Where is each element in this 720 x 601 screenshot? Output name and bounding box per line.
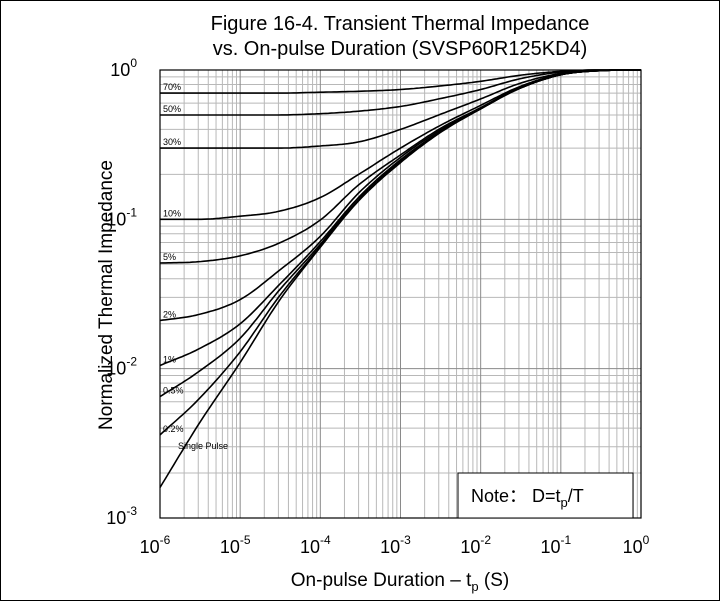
y-axis-label: Normalized Thermal Impedance: [96, 160, 117, 430]
x-tick-label: 10-1: [540, 533, 571, 557]
y-tick-label: 100: [110, 56, 137, 80]
curves: [159, 69, 641, 488]
x-tick-label: 10-6: [140, 533, 171, 557]
grid: [159, 69, 642, 519]
curve-label-02: 0.2%: [163, 424, 184, 434]
x-axis-label-unit: (S): [479, 570, 510, 591]
curve-50: [160, 69, 641, 116]
curve-label-70: 70%: [163, 82, 181, 92]
curve-label-10: 10%: [163, 208, 181, 218]
x-tick-label: 10-5: [220, 533, 251, 557]
tick-labels: 10-6 10-5 10-4 10-3 10-2 10-1 100 10-3 10-2 10-1 1…: [106, 56, 649, 557]
x-axis-label: On-pulse Duration – tp (S): [291, 570, 509, 594]
x-axis-label-main: On-pulse Duration – t: [291, 570, 472, 591]
y-tick-label: 10-2: [106, 355, 137, 379]
x-tick-label: 10-4: [300, 533, 331, 557]
x-tick-label: 10-3: [380, 533, 411, 557]
y-tick-label: 10-1: [106, 205, 137, 229]
chart-subtitle: vs. On-pulse Duration (SVSP60R125KD4): [213, 38, 588, 60]
curve-label-2: 2%: [163, 310, 176, 320]
curve-label-30: 30%: [163, 137, 181, 147]
curve-singlepulse: [159, 69, 641, 488]
curve-labels: 70% 50% 30% 10% 5% 2% 1% 0.5% 0.2% Single Pulse: [163, 82, 228, 451]
curve-label-05: 0.5%: [163, 386, 184, 396]
x-axis-label-sub: p: [471, 579, 478, 594]
plot-border: [159, 69, 642, 519]
curve-label-1: 1%: [163, 355, 176, 365]
note-box: Note： D=tp/T: [457, 472, 634, 519]
note-prefix: Note： D=t: [471, 486, 561, 506]
y-tick-label: 10-3: [106, 504, 137, 528]
note-suffix: /T: [568, 486, 584, 506]
curve-label-singlepulse: Single Pulse: [178, 441, 228, 451]
x-tick-label: 10-2: [460, 533, 491, 557]
curve-label-5: 5%: [163, 252, 176, 262]
curve-label-50: 50%: [163, 104, 181, 114]
x-tick-label: 100: [623, 533, 650, 557]
svg-text:Note： D=tp/T: Note： D=tp/T: [471, 486, 584, 510]
note-subscript: p: [561, 495, 568, 510]
chart-title: Figure 16-4. Transient Thermal Impedance: [211, 13, 590, 35]
